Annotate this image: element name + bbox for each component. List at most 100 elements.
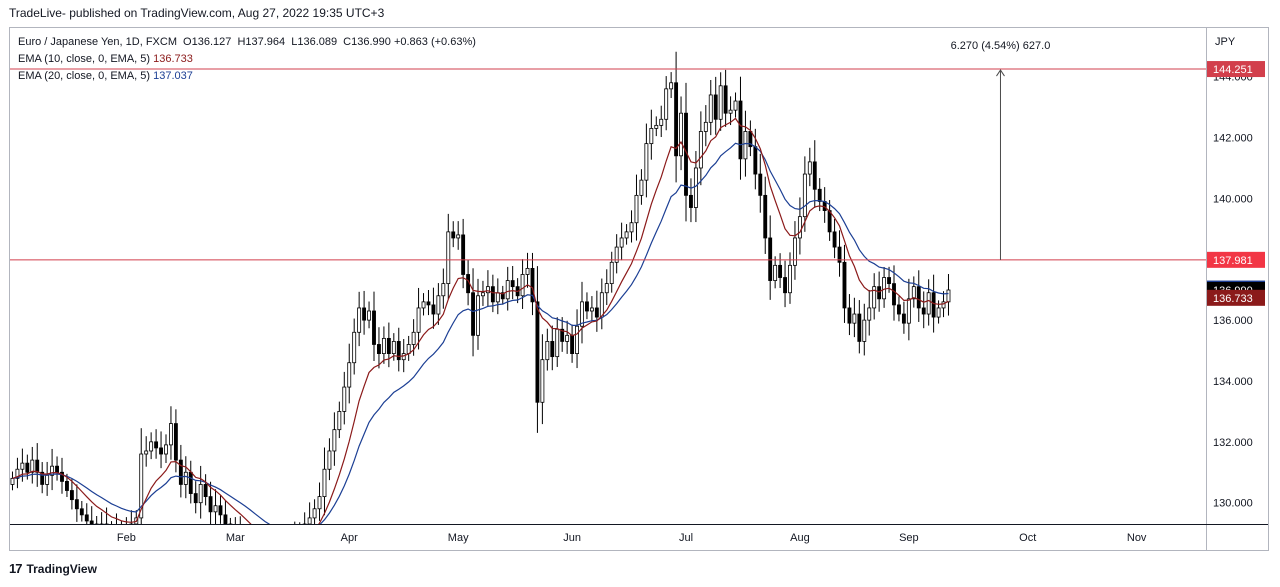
candle-down <box>530 267 535 303</box>
candle-up <box>664 88 669 120</box>
candle-up <box>545 341 550 361</box>
candle-up <box>164 444 168 455</box>
candle-up <box>327 450 332 470</box>
candle-down <box>40 471 45 485</box>
candle-up <box>797 216 802 239</box>
ema20-value: 137.037 <box>153 70 193 82</box>
candle-down <box>234 527 237 530</box>
candle-up <box>634 194 639 224</box>
candle-down <box>738 100 743 160</box>
low-value: 136.089 <box>297 36 338 48</box>
candle-down <box>837 246 842 263</box>
candle-down <box>812 161 817 190</box>
candle-down <box>203 484 208 498</box>
y-tick-label: 130.000 <box>1213 498 1253 510</box>
candle-down <box>758 173 763 196</box>
candle-up <box>169 423 173 446</box>
candle-down <box>79 508 84 516</box>
candle-up <box>322 468 327 498</box>
measure-label: 6.270 (4.54%) 627.0 <box>951 40 1051 52</box>
candle-down <box>173 423 178 461</box>
candle-up <box>862 319 867 342</box>
candle-down <box>570 334 575 354</box>
candle-down <box>84 514 89 522</box>
ema20-label: EMA (20, close, 0, EMA, 5) <box>18 70 151 82</box>
candlestick-chart[interactable]: 130.000132.000134.000136.000138.000140.0… <box>10 28 1268 550</box>
open-value: 136.127 <box>191 36 232 48</box>
candle-up <box>649 128 654 145</box>
candle-up <box>743 131 748 160</box>
candle-up <box>639 179 644 196</box>
candle-down <box>188 471 193 494</box>
candle-down <box>178 459 183 485</box>
candle-up <box>788 264 792 294</box>
symbol-title[interactable]: Euro / Japanese Yen, 1D, FXCM <box>18 36 177 48</box>
candle-up <box>609 261 614 285</box>
candle-up <box>733 100 738 111</box>
x-tick-label: Apr <box>341 532 358 544</box>
candle-up <box>773 264 778 281</box>
candle-down <box>916 286 921 309</box>
candle-up <box>288 542 291 545</box>
x-tick-label: Mar <box>226 532 245 544</box>
candle-up <box>381 337 386 354</box>
candle-up <box>906 298 911 324</box>
candle-down <box>594 307 599 318</box>
tradingview-brand: TradingView <box>26 561 97 576</box>
candle-down <box>159 447 163 455</box>
candle-down <box>877 286 882 300</box>
candle-up <box>575 325 579 354</box>
candle-up <box>15 468 20 479</box>
candle-up <box>411 331 416 345</box>
candle-up <box>421 301 426 309</box>
chart-frame[interactable]: 130.000132.000134.000136.000138.000140.0… <box>9 27 1269 551</box>
candle-down <box>550 341 555 358</box>
candle-down <box>431 304 436 315</box>
x-tick-label: May <box>448 532 469 544</box>
price-axis-label: 137.981 <box>1213 255 1253 267</box>
candle-up <box>882 277 887 300</box>
close-value: 136.990 <box>351 36 391 48</box>
candle-down <box>471 292 475 336</box>
candle-down <box>713 94 718 120</box>
candle-up <box>718 85 723 120</box>
ema20-line <box>12 142 949 524</box>
candle-up <box>599 292 604 318</box>
high-label: H <box>237 36 246 48</box>
candle-up <box>867 307 872 321</box>
candle-up <box>793 237 797 266</box>
footer-brand[interactable]: 17 TradingView <box>9 561 97 576</box>
candle-up <box>481 292 485 297</box>
candle-up <box>278 548 281 550</box>
ema20-row[interactable]: EMA (20, close, 0, EMA, 5) 137.037 <box>18 68 476 85</box>
candle-up <box>911 286 916 300</box>
candle-down <box>55 465 59 473</box>
candle-up <box>317 496 322 510</box>
candle-up <box>337 411 342 431</box>
candle-down <box>35 459 40 473</box>
plot-area[interactable] <box>10 51 1206 550</box>
measure-arrowhead <box>996 69 1005 77</box>
close-label: C <box>343 36 352 48</box>
price-axis-label-bg <box>1207 61 1265 78</box>
ema10-row[interactable]: EMA (10, close, 0, EMA, 5) 136.733 <box>18 51 476 68</box>
candle-up <box>391 341 396 354</box>
candle-up <box>441 283 446 297</box>
candle-down <box>25 462 30 473</box>
ema10-label: EMA (10, close, 0, EMA, 5) <box>18 53 151 65</box>
candle-down <box>510 280 515 288</box>
candle-down <box>827 210 832 233</box>
candle-down <box>778 264 783 278</box>
candle-down <box>396 341 401 361</box>
candle-up <box>669 82 674 90</box>
y-tick-label: 142.000 <box>1213 133 1253 145</box>
candle-up <box>10 477 15 485</box>
candle-up <box>654 124 659 129</box>
candle-down <box>535 301 540 403</box>
candle-up <box>926 292 931 315</box>
candle-up <box>589 307 594 312</box>
candle-down <box>817 188 822 202</box>
y-tick-label: 134.000 <box>1213 376 1253 388</box>
candle-up <box>698 131 703 169</box>
candle-up <box>332 429 337 452</box>
